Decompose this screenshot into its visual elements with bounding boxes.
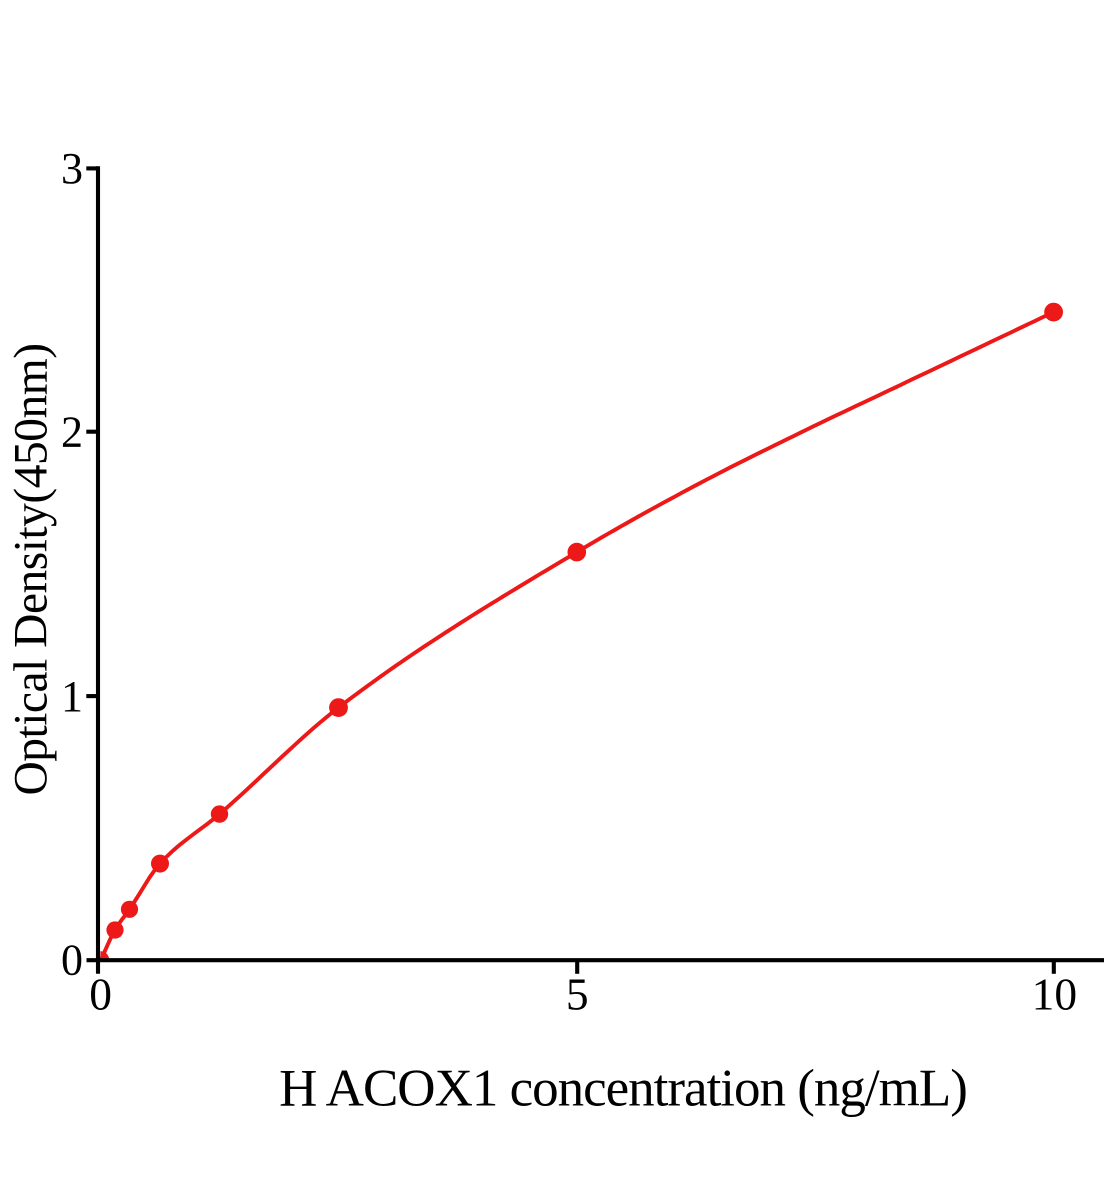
svg-text:5: 5 (566, 968, 589, 1019)
svg-text:0: 0 (61, 936, 83, 985)
svg-text:H ACOX1 concentration (ng/mL): H ACOX1 concentration (ng/mL) (279, 1060, 967, 1118)
svg-text:1: 1 (61, 672, 83, 721)
svg-text:3: 3 (61, 144, 83, 193)
svg-text:0: 0 (89, 968, 112, 1019)
svg-text:Optical Density(450nm): Optical Density(450nm) (5, 343, 57, 795)
svg-text:2: 2 (61, 408, 83, 457)
svg-text:10: 10 (1032, 968, 1078, 1019)
